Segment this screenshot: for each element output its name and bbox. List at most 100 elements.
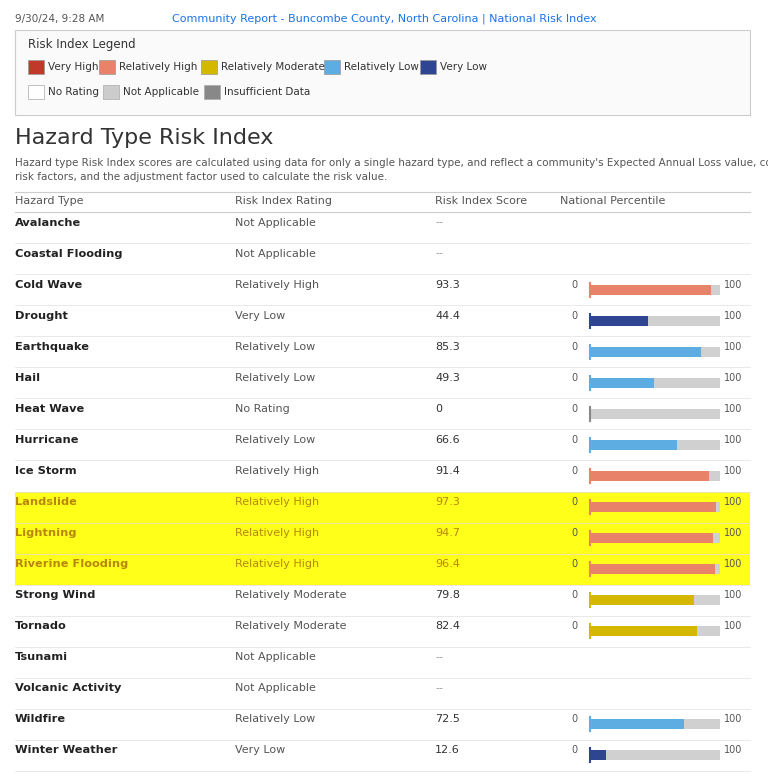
Text: National Percentile: National Percentile (560, 196, 665, 206)
Bar (590, 750, 720, 760)
Text: 79.8: 79.8 (435, 591, 460, 600)
Text: 0: 0 (572, 372, 578, 383)
Text: 100: 100 (724, 497, 743, 507)
Text: Hail: Hail (15, 372, 40, 383)
Bar (590, 533, 713, 543)
Text: 0: 0 (572, 435, 578, 445)
Bar (590, 750, 607, 760)
Text: 0: 0 (435, 404, 442, 414)
Text: Not Applicable: Not Applicable (123, 87, 199, 97)
Text: 100: 100 (724, 310, 743, 320)
Text: 0: 0 (572, 622, 578, 631)
Bar (590, 471, 720, 481)
Text: 0: 0 (572, 528, 578, 538)
Text: Relatively Moderate: Relatively Moderate (235, 622, 346, 631)
Bar (590, 378, 654, 388)
Text: Earthquake: Earthquake (15, 341, 89, 352)
Text: 82.4: 82.4 (435, 622, 460, 631)
Text: Insufficient Data: Insufficient Data (223, 87, 310, 97)
Text: 100: 100 (724, 435, 743, 445)
Text: 100: 100 (724, 715, 743, 725)
Text: 96.4: 96.4 (435, 559, 460, 569)
Text: Relatively Moderate: Relatively Moderate (221, 62, 325, 72)
Bar (28, 85, 44, 99)
Bar (200, 60, 217, 74)
Text: 100: 100 (724, 559, 743, 569)
Bar (590, 719, 684, 729)
Text: Risk Index Score: Risk Index Score (435, 196, 527, 206)
Bar (15, 491, 750, 522)
Text: 72.5: 72.5 (435, 715, 460, 725)
Text: Relatively Low: Relatively Low (235, 372, 315, 383)
Bar (590, 440, 677, 450)
Text: 0: 0 (572, 404, 578, 414)
Bar (590, 626, 697, 636)
Bar (590, 626, 720, 636)
Text: 0: 0 (572, 559, 578, 569)
Text: Relatively High: Relatively High (235, 528, 319, 538)
Text: 100: 100 (724, 591, 743, 600)
Text: 94.7: 94.7 (435, 528, 460, 538)
Bar (590, 533, 720, 543)
Text: 100: 100 (724, 622, 743, 631)
Text: Very Low: Very Low (440, 62, 488, 72)
Text: 91.4: 91.4 (435, 466, 460, 476)
Text: 100: 100 (724, 528, 743, 538)
Text: Relatively High: Relatively High (235, 559, 319, 569)
Text: 93.3: 93.3 (435, 279, 460, 289)
Bar (590, 564, 715, 574)
Bar (15, 30, 750, 115)
Bar (15, 553, 750, 584)
Text: Winter Weather: Winter Weather (15, 746, 118, 756)
Text: Relatively Low: Relatively Low (343, 62, 419, 72)
Text: Relatively High: Relatively High (235, 279, 319, 289)
Bar (590, 595, 720, 605)
Text: 0: 0 (572, 466, 578, 476)
Text: Very Low: Very Low (235, 310, 285, 320)
Text: Strong Wind: Strong Wind (15, 591, 95, 600)
Text: Relatively Low: Relatively Low (235, 435, 315, 445)
Bar (28, 60, 44, 74)
Bar (590, 595, 694, 605)
Bar (590, 347, 701, 357)
Text: 12.6: 12.6 (435, 746, 460, 756)
Bar (99, 60, 114, 74)
Text: Ice Storm: Ice Storm (15, 466, 77, 476)
Text: risk factors, and the adjustment factor used to calculate the risk value.: risk factors, and the adjustment factor … (15, 172, 387, 182)
Bar (590, 564, 720, 574)
Text: Avalanche: Avalanche (15, 217, 81, 227)
Bar (590, 719, 720, 729)
Bar (323, 60, 339, 74)
Text: 0: 0 (572, 279, 578, 289)
Bar (103, 85, 119, 99)
Text: No Rating: No Rating (48, 87, 99, 97)
Text: --: -- (435, 248, 443, 258)
Text: 97.3: 97.3 (435, 497, 460, 507)
Text: 0: 0 (572, 746, 578, 756)
Text: 0: 0 (572, 715, 578, 725)
Text: 100: 100 (724, 279, 743, 289)
Bar (590, 502, 717, 512)
Text: 0: 0 (572, 497, 578, 507)
Text: 100: 100 (724, 372, 743, 383)
Text: Risk Index Rating: Risk Index Rating (235, 196, 332, 206)
Text: Drought: Drought (15, 310, 68, 320)
Text: Not Applicable: Not Applicable (235, 684, 316, 694)
Text: Relatively High: Relatively High (119, 62, 197, 72)
Text: Relatively High: Relatively High (235, 466, 319, 476)
Text: 44.4: 44.4 (435, 310, 460, 320)
Text: 100: 100 (724, 466, 743, 476)
Bar (590, 471, 709, 481)
Text: Heat Wave: Heat Wave (15, 404, 84, 414)
Text: --: -- (435, 684, 443, 694)
Text: Hazard Type: Hazard Type (15, 196, 84, 206)
Text: --: -- (435, 653, 443, 662)
Text: Relatively High: Relatively High (235, 497, 319, 507)
Text: Hazard type Risk Index scores are calculated using data for only a single hazard: Hazard type Risk Index scores are calcul… (15, 158, 768, 168)
Text: Very Low: Very Low (235, 746, 285, 756)
Text: 9/30/24, 9:28 AM: 9/30/24, 9:28 AM (15, 14, 104, 24)
Text: Not Applicable: Not Applicable (235, 248, 316, 258)
Text: Riverine Flooding: Riverine Flooding (15, 559, 128, 569)
Text: Coastal Flooding: Coastal Flooding (15, 248, 123, 258)
Text: --: -- (435, 217, 443, 227)
